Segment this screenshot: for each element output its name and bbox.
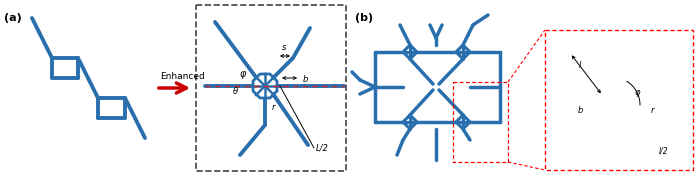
Text: (b): (b) — [355, 13, 373, 23]
Text: L/2: L/2 — [316, 143, 329, 152]
Text: b: b — [303, 74, 308, 83]
Bar — [545, 30, 693, 170]
Text: φ: φ — [635, 88, 641, 97]
Text: Enhanced: Enhanced — [160, 72, 205, 81]
Text: θ: θ — [232, 86, 238, 96]
Text: l: l — [579, 61, 581, 70]
Text: r: r — [650, 106, 654, 115]
Text: (a): (a) — [4, 13, 22, 23]
Text: b: b — [577, 106, 583, 115]
Text: l/2: l/2 — [659, 146, 669, 155]
Text: φ: φ — [240, 69, 246, 79]
Text: s: s — [282, 43, 286, 52]
Bar — [196, 5, 346, 171]
Text: r: r — [271, 103, 275, 112]
Bar — [453, 82, 508, 162]
